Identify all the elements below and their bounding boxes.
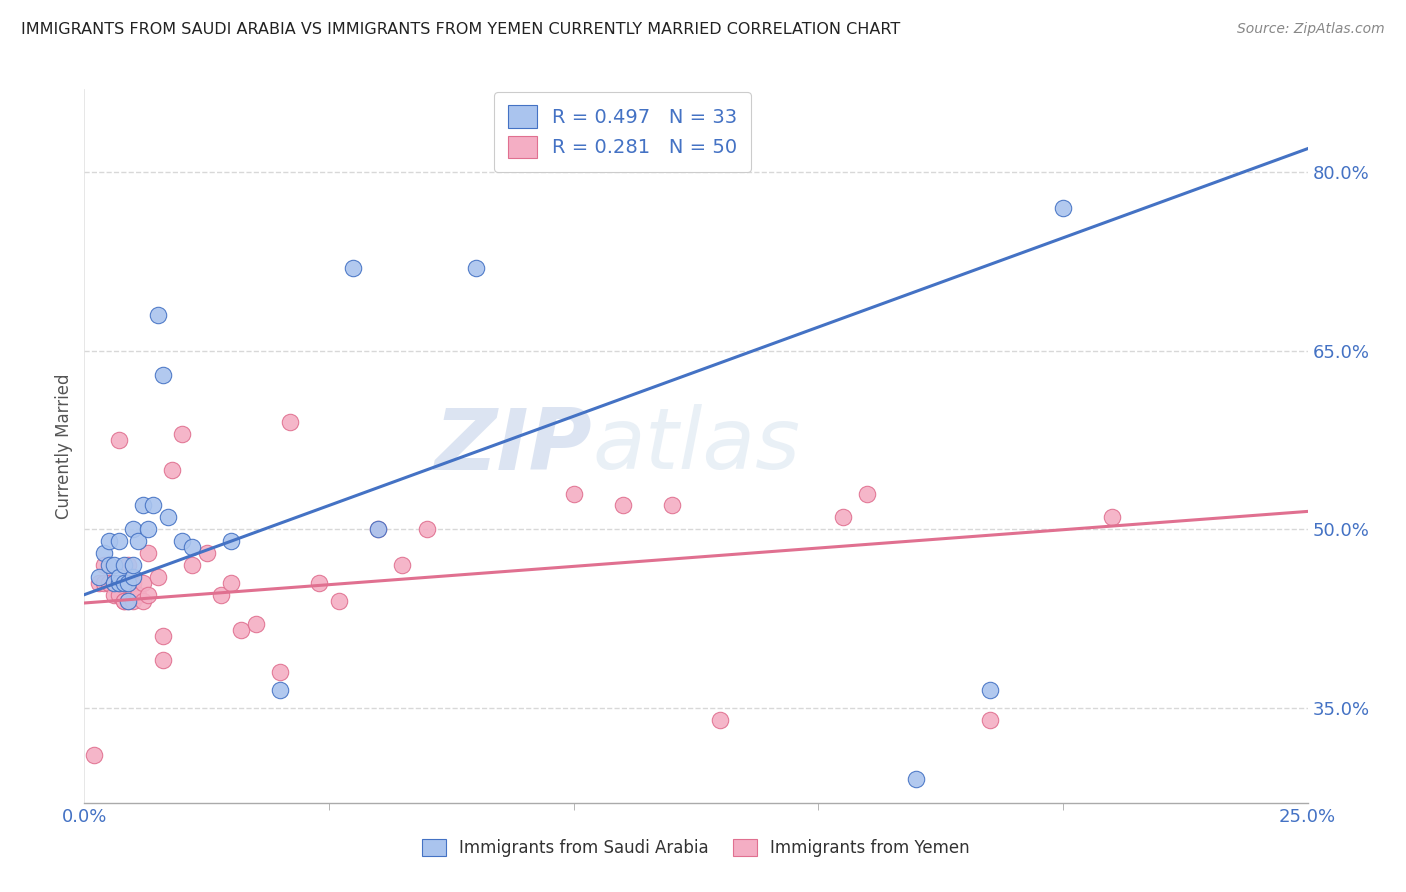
- Point: [562, 486, 585, 500]
- Point: [122, 558, 145, 572]
- Point: [103, 575, 125, 590]
- Point: [112, 575, 135, 590]
- Point: [107, 575, 129, 590]
- Point: [97, 558, 120, 572]
- Point: [905, 772, 928, 786]
- Point: [87, 575, 110, 590]
- Point: [181, 540, 204, 554]
- Point: [195, 546, 218, 560]
- Point: [209, 588, 232, 602]
- Point: [245, 617, 267, 632]
- Point: [831, 510, 853, 524]
- Point: [612, 499, 634, 513]
- Point: [127, 534, 149, 549]
- Point: [172, 427, 194, 442]
- Point: [152, 653, 174, 667]
- Point: [112, 575, 135, 590]
- Point: [229, 624, 252, 638]
- Point: [979, 682, 1001, 697]
- Point: [709, 713, 731, 727]
- Y-axis label: Currently Married: Currently Married: [55, 373, 73, 519]
- Point: [117, 593, 139, 607]
- Point: [367, 522, 389, 536]
- Point: [162, 463, 184, 477]
- Point: [117, 558, 139, 572]
- Point: [122, 522, 145, 536]
- Point: [152, 368, 174, 382]
- Point: [156, 510, 179, 524]
- Point: [1101, 510, 1123, 524]
- Point: [152, 629, 174, 643]
- Point: [117, 593, 139, 607]
- Point: [87, 570, 110, 584]
- Point: [107, 575, 129, 590]
- Point: [856, 486, 879, 500]
- Point: [97, 575, 120, 590]
- Point: [142, 499, 165, 513]
- Point: [219, 575, 242, 590]
- Point: [107, 534, 129, 549]
- Point: [146, 308, 169, 322]
- Point: [269, 665, 291, 679]
- Point: [122, 575, 145, 590]
- Point: [93, 575, 115, 590]
- Point: [132, 575, 155, 590]
- Point: [103, 588, 125, 602]
- Point: [269, 682, 291, 697]
- Point: [661, 499, 683, 513]
- Point: [132, 499, 155, 513]
- Text: Source: ZipAtlas.com: Source: ZipAtlas.com: [1237, 22, 1385, 37]
- Point: [136, 522, 159, 536]
- Text: IMMIGRANTS FROM SAUDI ARABIA VS IMMIGRANTS FROM YEMEN CURRENTLY MARRIED CORRELAT: IMMIGRANTS FROM SAUDI ARABIA VS IMMIGRAN…: [21, 22, 900, 37]
- Point: [83, 748, 105, 763]
- Point: [464, 260, 486, 275]
- Point: [122, 593, 145, 607]
- Point: [391, 558, 413, 572]
- Point: [1052, 201, 1074, 215]
- Text: ZIP: ZIP: [434, 404, 592, 488]
- Point: [278, 415, 301, 429]
- Point: [103, 575, 125, 590]
- Point: [122, 570, 145, 584]
- Point: [112, 558, 135, 572]
- Point: [172, 534, 194, 549]
- Point: [127, 588, 149, 602]
- Point: [132, 593, 155, 607]
- Point: [181, 558, 204, 572]
- Point: [97, 575, 120, 590]
- Point: [107, 588, 129, 602]
- Point: [367, 522, 389, 536]
- Point: [107, 433, 129, 447]
- Point: [117, 575, 139, 590]
- Point: [219, 534, 242, 549]
- Point: [103, 558, 125, 572]
- Point: [97, 534, 120, 549]
- Point: [112, 593, 135, 607]
- Point: [136, 546, 159, 560]
- Point: [979, 713, 1001, 727]
- Point: [122, 582, 145, 596]
- Point: [328, 593, 350, 607]
- Point: [146, 570, 169, 584]
- Point: [107, 570, 129, 584]
- Point: [93, 546, 115, 560]
- Legend: Immigrants from Saudi Arabia, Immigrants from Yemen: Immigrants from Saudi Arabia, Immigrants…: [413, 831, 979, 866]
- Point: [308, 575, 330, 590]
- Text: atlas: atlas: [592, 404, 800, 488]
- Point: [416, 522, 439, 536]
- Point: [136, 588, 159, 602]
- Point: [93, 558, 115, 572]
- Point: [112, 593, 135, 607]
- Point: [342, 260, 364, 275]
